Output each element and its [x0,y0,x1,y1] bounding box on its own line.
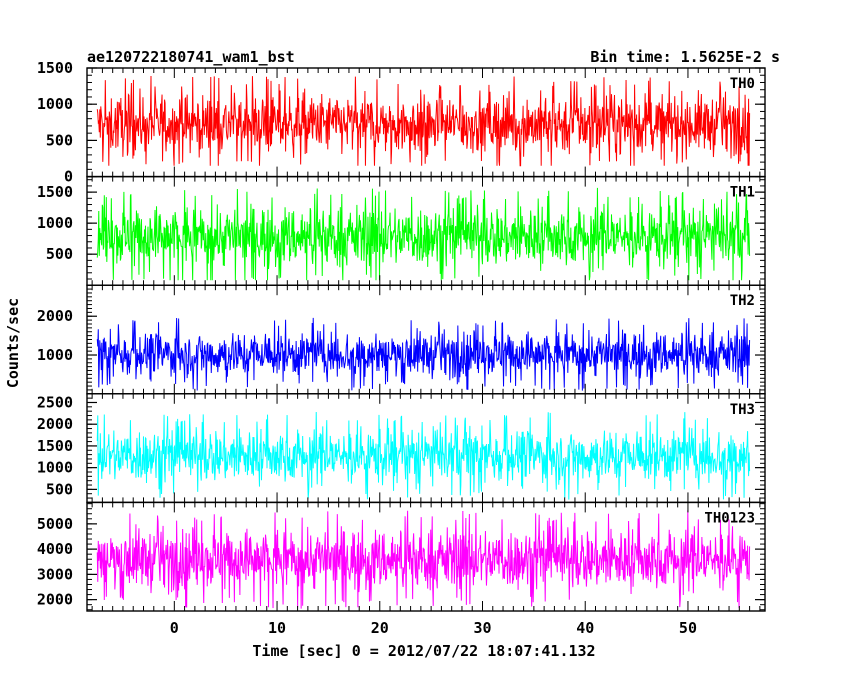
y-tick-label-th0123: 4000 [37,540,73,558]
y-tick-label-th3: 2000 [37,415,73,433]
panel-label-th0: TH0 [730,76,755,92]
y-tick-label-th0: 1500 [37,59,73,77]
y-tick-label-th0: 500 [46,131,73,149]
bin-time-label: Bin time: 1.5625E-2 s [590,48,780,66]
y-tick-label-th1: 1000 [37,214,73,232]
x-axis-title: Time [sec] 0 = 2012/07/22 18:07:41.132 [252,642,595,660]
panel-label-th2: TH2 [730,293,755,309]
panel-label-th1: TH1 [730,185,755,201]
y-tick-label-th2: 1000 [37,346,73,364]
y-tick-label-th3: 1500 [37,437,73,455]
y-tick-label-th0123: 2000 [37,591,73,609]
y-axis-title: Counts/sec [4,298,22,388]
chart-title: ae120722180741_wam1_bst [87,48,295,66]
series-th2 [96,317,751,391]
x-tick-label: 10 [268,619,286,637]
y-tick-label-th0: 1000 [37,95,73,113]
x-tick-label: 50 [679,619,697,637]
y-tick-label-th1: 1500 [37,183,73,201]
y-tick-label-th0123: 5000 [37,515,73,533]
y-tick-label-th3: 2500 [37,393,73,411]
x-tick-label: 40 [576,619,594,637]
y-tick-label-th3: 1000 [37,459,73,477]
y-tick-label-th2: 2000 [37,307,73,325]
panel-frame-th0123 [86,501,766,612]
panel-label-th3: TH3 [730,402,755,418]
series-th0123 [96,510,751,609]
panel-label-th0123: TH0123 [704,510,755,526]
y-tick-label-th0: 0 [64,168,73,186]
y-tick-label-th1: 500 [46,245,73,263]
y-tick-label-th0123: 3000 [37,565,73,583]
y-tick-label-th3: 500 [46,480,73,498]
series-th0 [96,75,751,167]
x-tick-label: 0 [170,619,179,637]
x-tick-label: 30 [473,619,491,637]
series-th3 [96,412,751,500]
x-tick-label: 20 [371,619,389,637]
series-th1 [96,187,751,281]
